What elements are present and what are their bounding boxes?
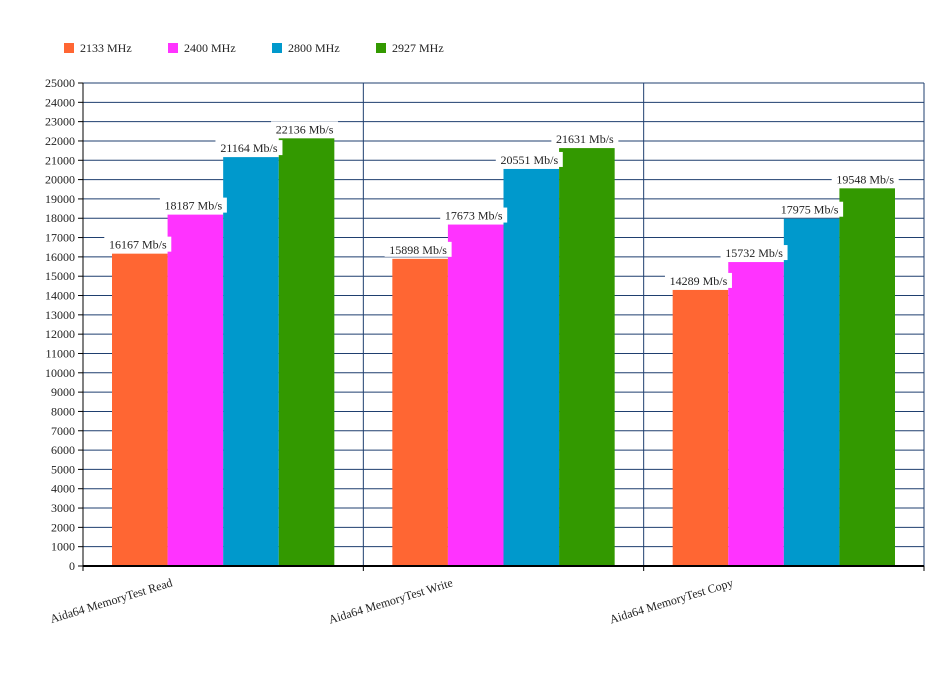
chart-legend: 2133 MHz 2400 MHz 2800 MHz 2927 MHz: [64, 41, 444, 55]
x-axis-labels: Aida64 MemoryTest Read Aida64 MemoryTest …: [48, 575, 734, 626]
y-tick-label: 24000: [45, 95, 75, 109]
y-tick-label: 4000: [51, 482, 75, 496]
data-label-bg: [159, 197, 227, 213]
data-label: 20551 Mb/s: [500, 153, 558, 167]
data-label: 17673 Mb/s: [445, 209, 503, 223]
bar: [112, 253, 168, 566]
y-tick-label: 7000: [51, 424, 75, 438]
y-tick-label: 18000: [45, 211, 75, 225]
bar: [167, 214, 224, 566]
bar: [278, 138, 335, 567]
y-tick-label: 3000: [51, 501, 75, 515]
legend-label: 2133 MHz: [80, 41, 132, 55]
y-tick-label: 12000: [45, 327, 75, 341]
y-tick-label: 17000: [45, 231, 75, 245]
data-label-bg: [384, 241, 452, 257]
chart-axes: [82, 83, 925, 571]
data-label: 15898 Mb/s: [389, 243, 447, 257]
data-label-bg: [831, 171, 899, 187]
bar: [672, 289, 729, 566]
y-tick-label: 21000: [45, 153, 75, 167]
bar: [728, 262, 784, 566]
data-label: 17975 Mb/s: [781, 203, 839, 217]
y-tick-label: 10000: [45, 366, 75, 380]
legend-swatch: [376, 43, 386, 53]
category-label: Aida64 MemoryTest Write: [327, 575, 455, 626]
y-tick-label: 9000: [51, 385, 75, 399]
data-label: 21631 Mb/s: [556, 132, 614, 146]
y-tick-label: 0: [69, 559, 75, 573]
y-tick-label: 1000: [51, 540, 75, 554]
y-tick-label: 11000: [45, 346, 75, 360]
data-label: 22136 Mb/s: [276, 122, 334, 136]
legend-swatch: [272, 43, 282, 53]
bar: [839, 188, 895, 566]
bar: [559, 148, 615, 566]
chart-bars: [112, 138, 895, 567]
category-label: Aida64 MemoryTest Copy: [608, 575, 735, 626]
y-tick-label: 13000: [45, 308, 75, 322]
y-tick-label: 22000: [45, 134, 75, 148]
data-label: 21164 Mb/s: [220, 141, 278, 155]
y-tick-label: 19000: [45, 192, 75, 206]
legend-swatch: [168, 43, 178, 53]
y-tick-label: 23000: [45, 115, 75, 129]
bar: [447, 224, 504, 567]
data-label-bg: [271, 121, 339, 137]
y-tick-label: 6000: [51, 443, 75, 457]
data-label: 18187 Mb/s: [165, 199, 223, 213]
data-label-bg: [215, 140, 283, 156]
y-tick-label: 8000: [51, 404, 75, 418]
legend-label: 2927 MHz: [392, 41, 444, 55]
data-label-bg: [720, 245, 788, 261]
data-labels: 16167 Mb/s 18187 Mb/s 21164 Mb/s 22136 Mb/s…: [104, 121, 899, 288]
data-label-bg: [440, 207, 508, 223]
data-label-bg: [551, 131, 619, 147]
data-label-bg: [664, 272, 732, 288]
data-label: 15732 Mb/s: [725, 246, 783, 260]
y-tick-label: 2000: [51, 520, 75, 534]
data-label-bg: [495, 151, 563, 167]
y-tick-label: 5000: [51, 462, 75, 476]
bar: [783, 218, 840, 566]
legend-label: 2400 MHz: [184, 41, 236, 55]
data-label-bg: [776, 201, 844, 217]
legend-swatch: [64, 43, 74, 53]
bar: [503, 168, 560, 566]
data-label: 16167 Mb/s: [109, 238, 167, 252]
y-tick-label: 14000: [45, 289, 75, 303]
bar: [223, 157, 279, 567]
legend-label: 2800 MHz: [288, 41, 340, 55]
y-tick-label: 20000: [45, 173, 75, 187]
y-tick-label: 25000: [45, 76, 75, 90]
y-tick-label: 15000: [45, 269, 75, 283]
bar: [392, 258, 448, 566]
y-axis-ticks: 0 1000 2000 3000 4000 5000 6000 7000 8000 9000 100…: [45, 76, 83, 573]
category-label: Aida64 MemoryTest Read: [48, 575, 174, 626]
data-label: 19548 Mb/s: [836, 172, 894, 186]
data-label-bg: [104, 236, 172, 252]
y-tick-label: 16000: [45, 250, 75, 264]
data-label: 14289 Mb/s: [670, 274, 728, 288]
